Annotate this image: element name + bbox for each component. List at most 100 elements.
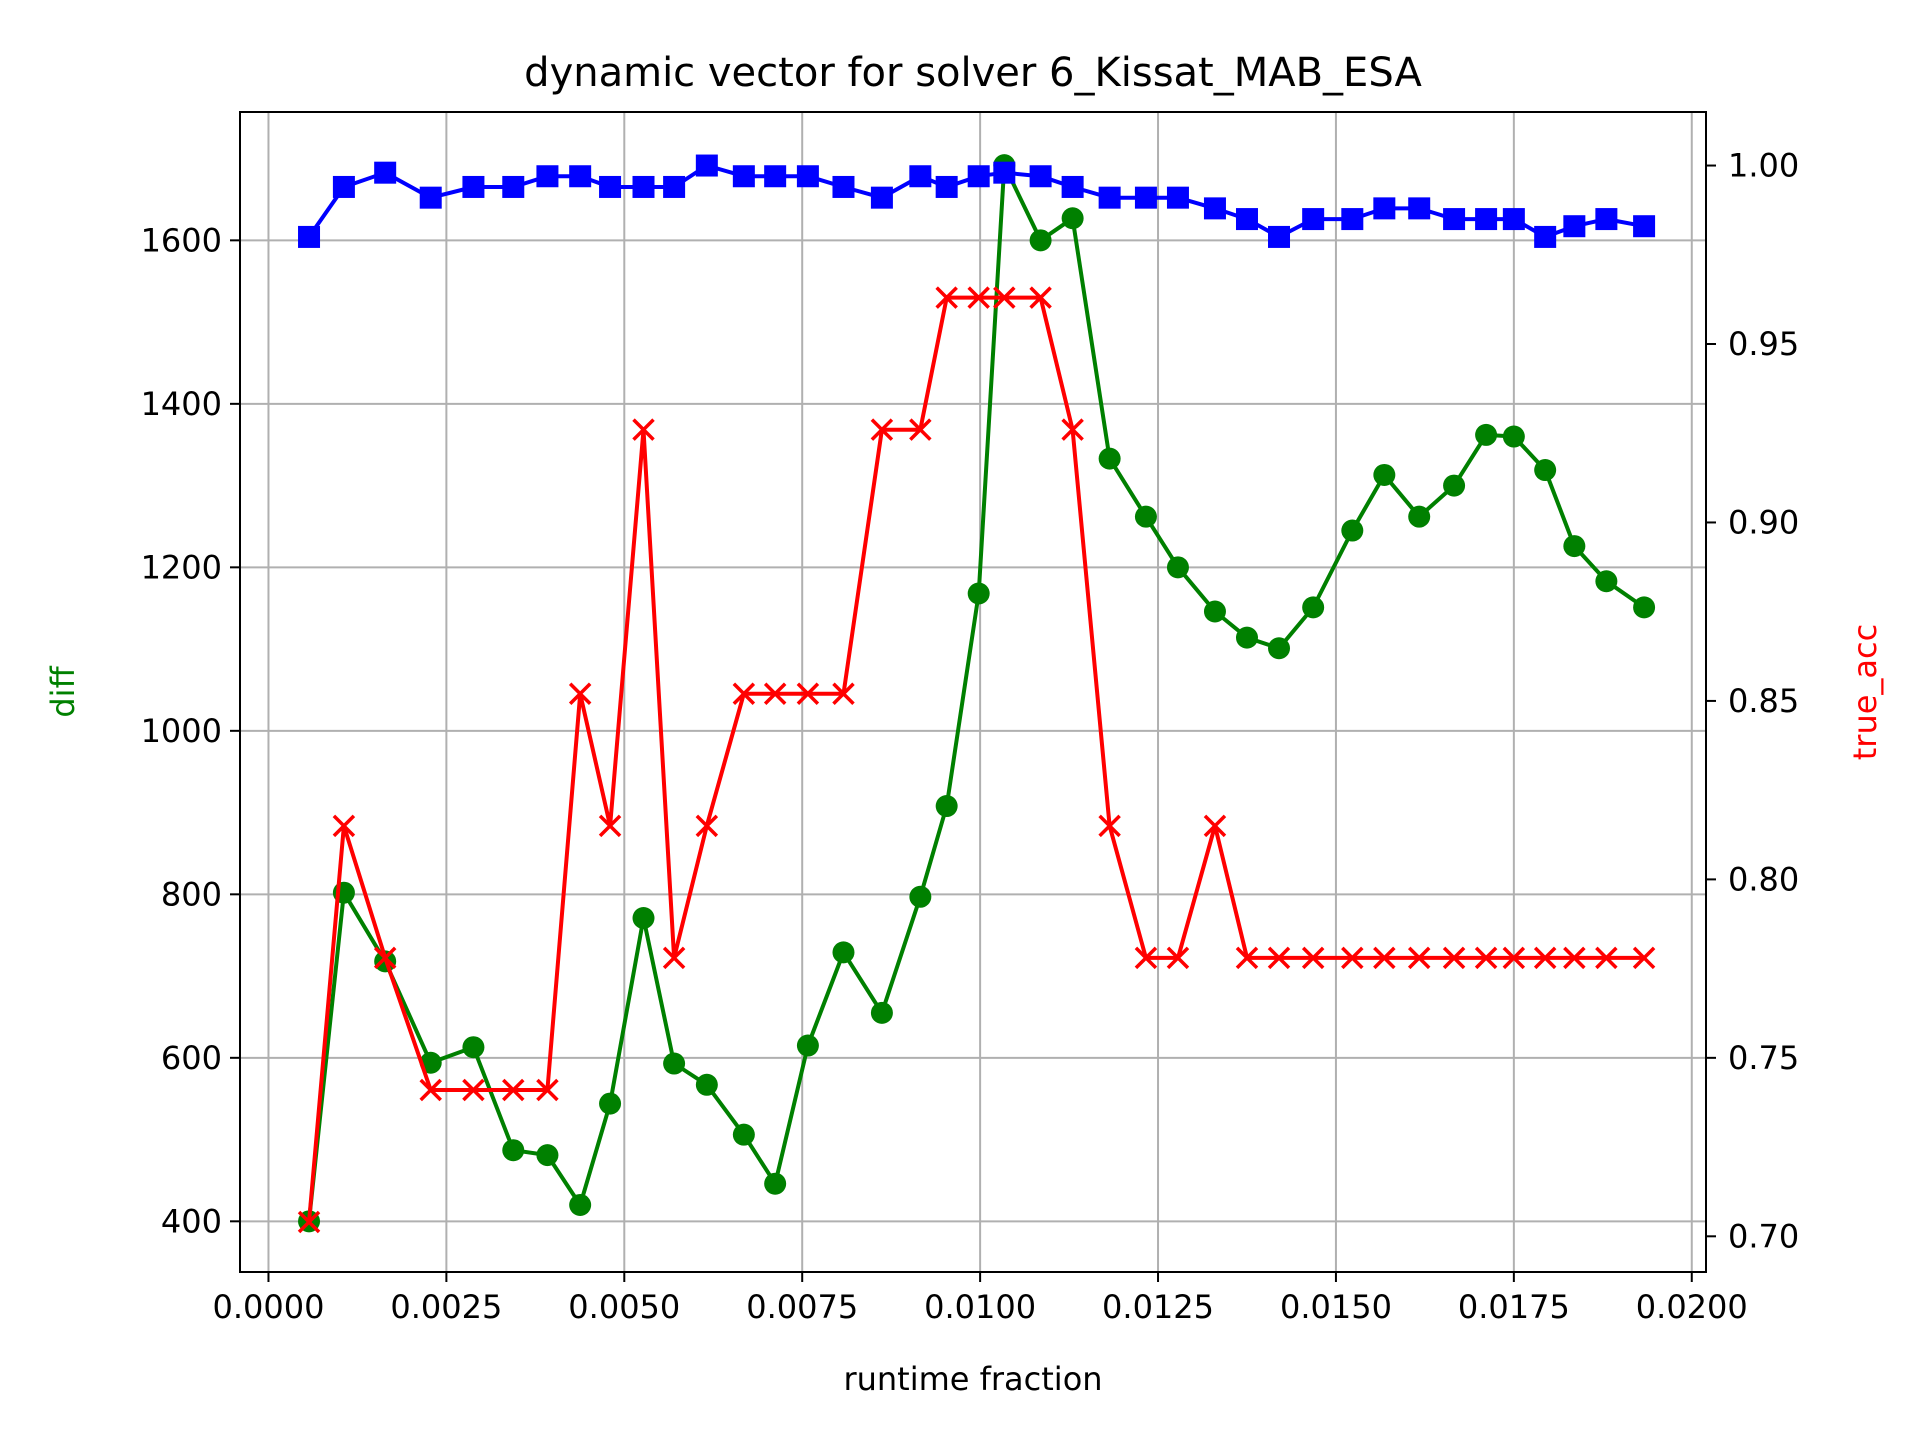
- diff-point: [1134, 505, 1157, 528]
- diff-point: [569, 1193, 592, 1216]
- diff-point: [967, 582, 990, 605]
- series-3-point: [764, 165, 787, 188]
- diff-point: [1475, 423, 1498, 446]
- y-left-tick-label: 1600: [141, 221, 222, 259]
- series-3-point: [502, 175, 525, 198]
- y-left-tick-label: 400: [161, 1202, 222, 1240]
- series-3-point: [1534, 225, 1557, 248]
- series-3-point: [909, 165, 932, 188]
- series-3-point: [1408, 197, 1431, 220]
- y-right-axis-label: true_acc: [1846, 624, 1884, 760]
- diff-point: [796, 1034, 819, 1057]
- y-left-tick-label: 1000: [141, 712, 222, 750]
- diff-point: [462, 1036, 485, 1059]
- tick-layer: 0.0000 0.0025 0.0050 0.0075 0.0100 0.0125 0.01…: [141, 147, 1800, 1326]
- diff-point: [663, 1052, 686, 1075]
- diff-point: [1029, 229, 1052, 252]
- true-acc-point: [1595, 946, 1618, 970]
- x-tick-label: 0.0075: [746, 1288, 858, 1326]
- y-right-tick-label: 0.90: [1728, 503, 1799, 541]
- true-acc-point: [1235, 946, 1259, 970]
- true-acc-point: [967, 286, 990, 309]
- true-acc-point: [662, 946, 686, 970]
- series-3-point: [1134, 186, 1157, 209]
- true-acc-point: [632, 418, 655, 441]
- series-3-point: [732, 165, 755, 188]
- true-acc-point: [297, 1210, 321, 1234]
- diff-point: [502, 1139, 525, 1162]
- series-3-point: [332, 175, 355, 198]
- y-left-tick-label: 600: [161, 1039, 222, 1077]
- series-layer: [297, 154, 1656, 1234]
- series-3-point: [1061, 175, 1084, 198]
- series-3-point: [967, 165, 990, 188]
- series-3-point: [1475, 208, 1498, 231]
- y-right-tick-label: 1.00: [1728, 147, 1799, 185]
- x-tick-label: 0.0025: [390, 1288, 502, 1326]
- diff-point: [1534, 459, 1557, 482]
- x-tick-label: 0.0200: [1636, 1288, 1748, 1326]
- diff-point: [1203, 600, 1226, 623]
- series-3-point: [1373, 197, 1396, 220]
- true-acc-point: [732, 682, 756, 706]
- series-3-point: [599, 175, 622, 198]
- true-acc-point: [832, 682, 855, 706]
- diff-point: [632, 907, 655, 930]
- diff-point: [764, 1172, 787, 1195]
- true-acc-point: [993, 286, 1016, 309]
- true-acc-point: [1563, 946, 1586, 970]
- diff-point: [1408, 505, 1431, 528]
- x-tick-label: 0.0000: [212, 1288, 324, 1326]
- true-acc-point: [1442, 946, 1466, 970]
- series-3-point: [663, 175, 686, 198]
- x-tick-label: 0.0150: [1280, 1288, 1392, 1326]
- y-left-axis-label: diff: [44, 665, 82, 717]
- y-left-tick-label: 1400: [141, 385, 222, 423]
- y-left-tick-label: 800: [161, 875, 222, 913]
- y-right-tick-label: 0.85: [1728, 682, 1799, 720]
- y-right-tick-label: 0.75: [1728, 1039, 1799, 1077]
- diff-point: [1061, 207, 1084, 230]
- diff-point: [1166, 556, 1189, 579]
- series-3-point: [832, 175, 855, 198]
- diff-point: [1268, 637, 1291, 660]
- diff-point: [536, 1144, 559, 1167]
- true-acc-point: [1632, 946, 1656, 970]
- true-acc-point: [373, 946, 397, 970]
- series-3-point: [796, 165, 819, 188]
- diff-point: [1302, 596, 1325, 619]
- diff-point: [732, 1123, 755, 1146]
- series-3-point: [1443, 208, 1466, 231]
- true-acc-point: [1267, 946, 1291, 970]
- true-acc-point: [1373, 946, 1396, 970]
- series-3-line: [307, 163, 1645, 239]
- true-acc-line: [307, 295, 1645, 1223]
- series-3-point: [1633, 215, 1656, 238]
- chart-title: dynamic vector for solver 6_Kissat_MAB_E…: [524, 50, 1422, 96]
- y-right-tick-label: 0.95: [1728, 325, 1799, 363]
- series-3-point: [298, 225, 321, 248]
- series-3-point: [419, 186, 442, 209]
- true-acc-point: [1407, 946, 1431, 970]
- x-axis-label: runtime fraction: [843, 1360, 1102, 1398]
- series-3-point: [569, 165, 592, 188]
- diff-point: [1098, 447, 1121, 470]
- true-acc-point: [1203, 814, 1227, 838]
- grid: [240, 112, 1706, 1272]
- true-acc-point: [796, 682, 820, 706]
- true-acc-point: [598, 814, 622, 838]
- series-3-point: [1302, 208, 1325, 231]
- y-right-tick-label: 0.70: [1728, 1217, 1799, 1255]
- diff-point: [599, 1092, 622, 1115]
- true-acc-point: [1166, 946, 1190, 970]
- true-acc-point: [870, 418, 894, 441]
- true-acc-point: [1533, 946, 1557, 970]
- series-3-point: [1166, 186, 1189, 209]
- diff-point: [1502, 425, 1525, 448]
- series-3-point: [870, 186, 893, 209]
- true-acc-point: [419, 1078, 442, 1102]
- true-acc-point: [695, 814, 719, 838]
- true-acc-point: [568, 682, 592, 706]
- true-acc-point: [1134, 946, 1158, 970]
- x-tick-label: 0.0125: [1102, 1288, 1214, 1326]
